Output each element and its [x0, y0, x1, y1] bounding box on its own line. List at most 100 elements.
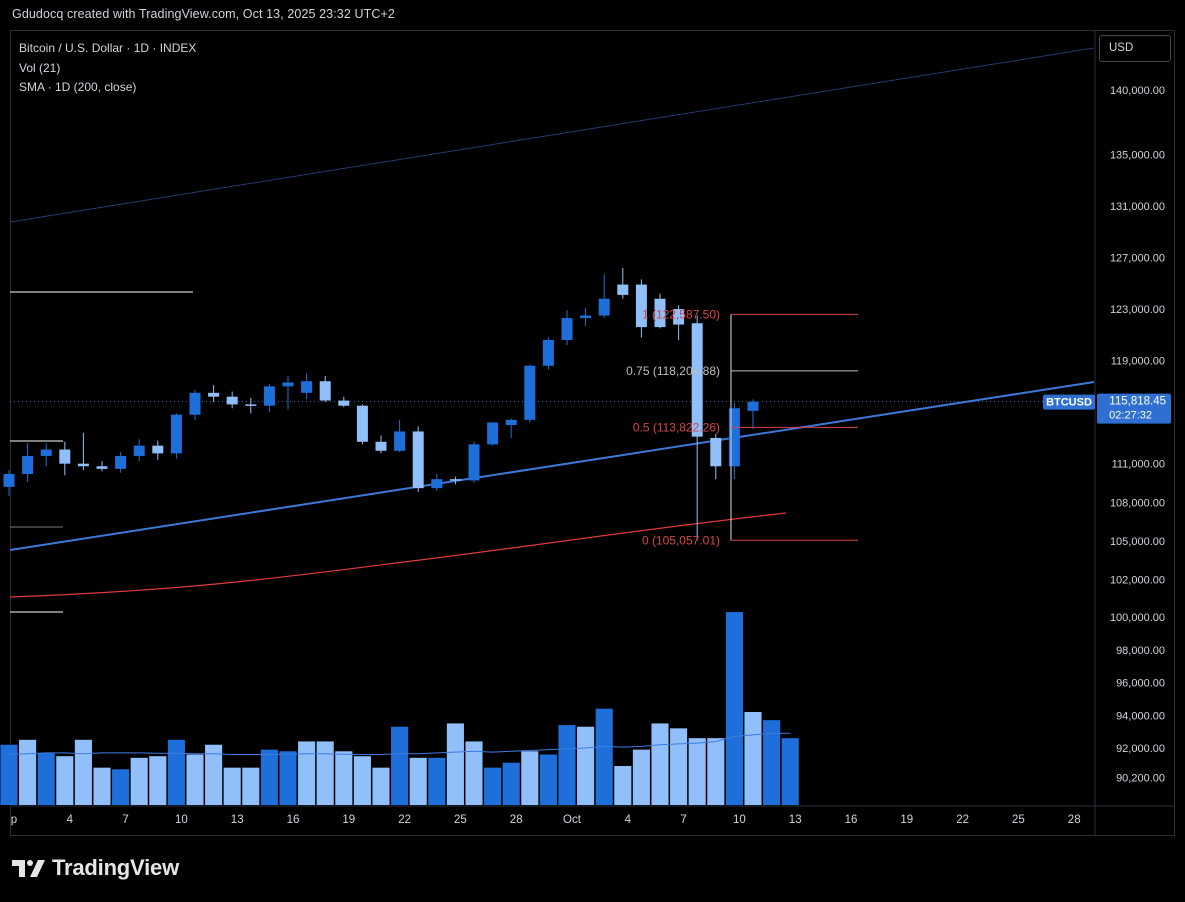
time-tick-label: 4	[67, 814, 74, 826]
volume-bar	[335, 751, 353, 805]
time-tick-label: 19	[900, 814, 913, 826]
volume-bar	[409, 757, 427, 805]
author-caption: Gdudocq created with TradingView.com, Oc…	[12, 7, 395, 21]
time-tick-label: 7	[680, 814, 686, 826]
volume-bar	[149, 756, 167, 805]
volume-bar	[446, 723, 464, 805]
time-tick-label: 16	[287, 814, 300, 826]
volume-bar	[707, 738, 725, 805]
candle-body	[245, 404, 257, 406]
fib-level-label: 1 (122,587.50)	[642, 307, 720, 321]
volume-bar	[744, 711, 762, 805]
candle-body	[487, 422, 499, 445]
volume-tick-label: 100,000.00	[1110, 612, 1165, 624]
current-price-tag	[1097, 393, 1171, 424]
volume-bar	[74, 739, 92, 805]
time-tick-label: p	[11, 814, 17, 826]
candle-body	[226, 396, 238, 405]
currency-selector[interactable]: USD	[1099, 35, 1171, 62]
volume-bar	[316, 741, 334, 805]
volume-bar	[353, 756, 371, 805]
candle-body	[115, 455, 127, 469]
candle-body	[449, 479, 461, 481]
time-tick-label: 16	[845, 814, 858, 826]
volume-ma-line	[8, 732, 791, 756]
candle-body	[77, 463, 89, 467]
tradingview-brand: TradingView	[12, 855, 179, 881]
legend-volume[interactable]: Vol (21)	[19, 60, 61, 75]
volume-bar	[781, 738, 799, 805]
candle-body	[263, 386, 275, 406]
candle-body	[22, 455, 34, 474]
candle-body	[412, 431, 424, 489]
current-price-label: 115,818.45	[1109, 396, 1166, 408]
volume-bar	[502, 762, 520, 805]
candle-body	[3, 473, 15, 487]
volume-bar	[595, 708, 613, 805]
fib-retracement: 1 (122,587.50) 0.75 (118,204.88) 0.5 (113,…	[626, 307, 858, 547]
volume-tick-label: 98,000.00	[1116, 645, 1165, 657]
volume-bar	[242, 767, 260, 805]
chart-grid	[11, 31, 1174, 836]
chart-frame	[10, 30, 1175, 836]
candle-body	[710, 437, 722, 467]
time-tick-label: 25	[1012, 814, 1025, 826]
support-trendline	[9, 381, 1095, 551]
price-tick-label: 111,000.00	[1112, 459, 1165, 471]
legend-sma[interactable]: SMA · 1D (200, close)	[19, 80, 137, 94]
legend-symbol[interactable]: Bitcoin / U.S. Dollar · 1D · INDEX	[19, 41, 197, 55]
volume-bar	[130, 757, 148, 805]
time-tick-label: 19	[342, 814, 355, 826]
volume-bar	[223, 767, 241, 805]
time-tick-label: 25	[454, 814, 467, 826]
candle-body	[189, 392, 201, 415]
time-tick-label: 13	[231, 814, 244, 826]
volume-bar	[19, 739, 37, 805]
time-tick-label: 10	[175, 814, 188, 826]
time-tick-label: 28	[1068, 814, 1081, 826]
candle-body	[468, 444, 480, 481]
candle-body	[96, 466, 108, 469]
volume-bar	[670, 728, 688, 805]
price-tick-label: 123,000.00	[1110, 304, 1165, 316]
drawing-lines	[9, 47, 1095, 613]
volume-bar	[298, 741, 316, 805]
volume-bar	[632, 749, 650, 805]
time-tick-label: 10	[733, 814, 746, 826]
volume-bar	[186, 754, 204, 805]
price-tick-label: 105,000.00	[1110, 536, 1165, 548]
price-axis: 140,000.00 135,000.00 131,000.00 127,000.00…	[1043, 85, 1171, 784]
bar-countdown-label: 02:27:32	[1109, 410, 1152, 422]
price-tick-label: 119,000.00	[1111, 356, 1165, 368]
volume-pane	[0, 612, 799, 805]
volume-bar	[279, 751, 297, 805]
volume-bar	[688, 738, 706, 805]
price-tick-label: 102,000.00	[1110, 575, 1165, 587]
candle-body	[635, 284, 647, 328]
volume-tick-label: 94,000.00	[1116, 710, 1165, 722]
candles	[3, 267, 759, 541]
volume-bar	[521, 751, 539, 805]
symbol-tag-label: BTCUSD	[1046, 397, 1092, 409]
candle-body	[598, 298, 610, 316]
time-tick-label: 22	[398, 814, 411, 826]
volume-tick-label: 92,000.00	[1116, 743, 1165, 755]
price-tick-label: 127,000.00	[1110, 253, 1165, 265]
candle-body	[338, 400, 350, 406]
time-tick-label: Oct	[563, 814, 582, 826]
volume-bar	[56, 756, 74, 805]
time-tick-label: 28	[510, 814, 523, 826]
tradingview-logo-icon	[12, 860, 45, 877]
time-axis: p 4 7 10 13 16 19 22 25 28 Oct 4 7 10 13 16 19 22 25 28	[11, 814, 1081, 826]
volume-bar	[651, 723, 669, 805]
brand-name: TradingView	[52, 855, 179, 880]
candle-body	[673, 309, 685, 325]
candle-body	[505, 419, 517, 426]
volume-tick-label: 96,000.00	[1116, 678, 1165, 690]
volume-bar	[93, 767, 111, 805]
candle-body	[319, 381, 331, 401]
candle-body	[561, 318, 573, 340]
candle-body	[654, 298, 666, 328]
candle-body	[152, 445, 164, 454]
